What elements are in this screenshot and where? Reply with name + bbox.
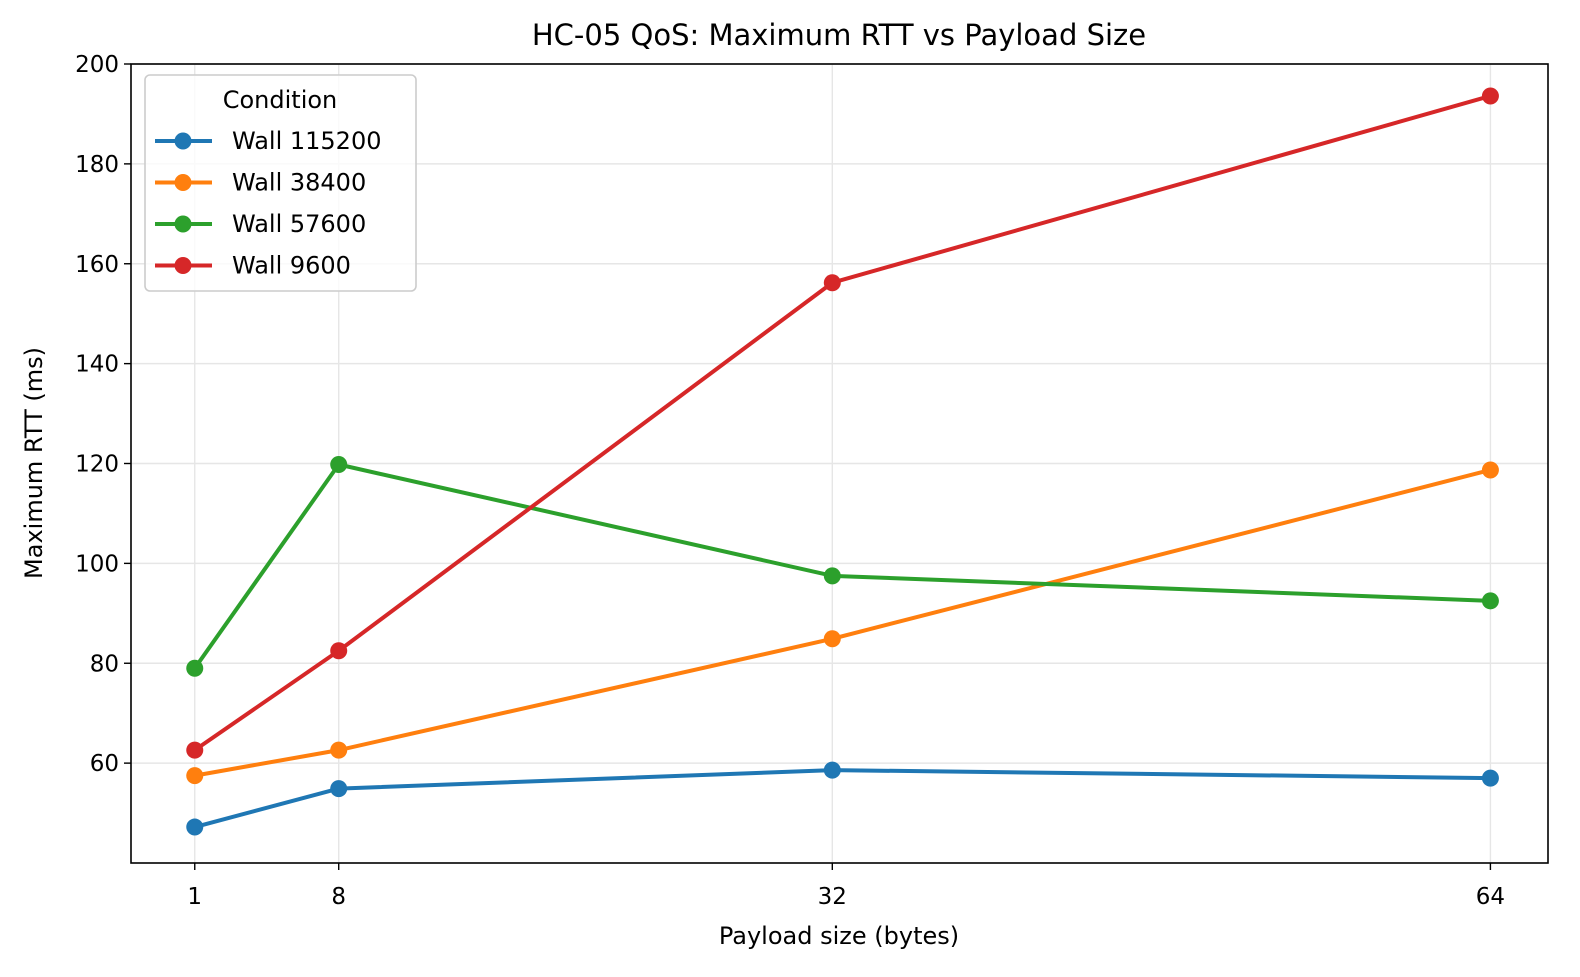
legend-label: Wall 115200 <box>232 127 381 155</box>
series-wall-38400 <box>186 461 1499 785</box>
data-point <box>186 659 204 677</box>
y-tick-label: 100 <box>75 551 119 577</box>
legend-title: Condition <box>223 86 338 114</box>
legend-swatch-marker <box>174 257 192 274</box>
legend-item: Wall 115200 <box>155 127 381 155</box>
y-tick-label: 120 <box>75 452 119 478</box>
data-point <box>1481 461 1499 479</box>
legend: Condition Wall 115200 Wall 38400 Wall 5760… <box>144 74 417 292</box>
legend-swatch-marker <box>174 132 192 150</box>
x-tick-label: 1 <box>187 884 202 910</box>
legend-label: Wall 57600 <box>232 210 366 238</box>
data-point <box>186 741 204 759</box>
data-point <box>823 567 841 585</box>
series-wall-57600 <box>186 455 1499 677</box>
series-line <box>192 462 1493 671</box>
data-point <box>823 274 841 292</box>
data-point <box>330 741 348 759</box>
legend-label: Wall 9600 <box>232 252 351 280</box>
legend-box <box>144 74 417 292</box>
y-tick-label: 180 <box>75 152 119 178</box>
legend-item: Wall 57600 <box>155 210 366 238</box>
data-point <box>330 780 348 798</box>
series-line <box>192 93 1493 753</box>
y-tick-label: 200 <box>75 52 119 78</box>
data-point <box>1481 592 1499 610</box>
series-wall-9600 <box>186 87 1499 759</box>
grid <box>131 63 1548 863</box>
data-point <box>330 642 348 660</box>
y-axis-label: Maximum RTT (ms) <box>20 347 48 579</box>
data-point <box>823 630 841 648</box>
series-wall-115200 <box>186 761 1499 836</box>
data-point <box>186 818 204 836</box>
y-tick-label: 160 <box>75 252 119 278</box>
series-line <box>192 467 1493 778</box>
data-point <box>1481 769 1499 787</box>
data-point <box>1481 87 1499 105</box>
legend-item: Wall 38400 <box>155 169 366 197</box>
x-axis-ticks: 1 8 32 64 <box>187 863 1505 910</box>
y-tick-label: 80 <box>90 651 119 677</box>
x-axis-label: Payload size (bytes) <box>719 922 959 950</box>
y-tick-label: 140 <box>75 352 119 378</box>
data-point <box>330 455 348 473</box>
series-line <box>192 768 1493 830</box>
x-tick-label: 64 <box>1476 884 1505 910</box>
data-point <box>186 767 204 785</box>
x-tick-label: 8 <box>331 884 346 910</box>
data-point <box>823 761 841 779</box>
legend-swatch-marker <box>174 174 192 191</box>
y-tick-label: 60 <box>90 751 119 777</box>
chart-title: HC-05 QoS: Maximum RTT vs Payload Size <box>532 18 1146 52</box>
legend-items: Wall 115200 Wall 38400 Wall 57600 Wall 9600 <box>155 127 381 280</box>
legend-label: Wall 38400 <box>232 169 366 197</box>
series-layer <box>186 87 1499 836</box>
y-axis-ticks: 60 80 100 120 140 160 180 200 <box>75 52 131 777</box>
x-tick-label: 32 <box>818 884 847 910</box>
legend-swatch-marker <box>174 215 192 233</box>
legend-item: Wall 9600 <box>155 252 351 280</box>
